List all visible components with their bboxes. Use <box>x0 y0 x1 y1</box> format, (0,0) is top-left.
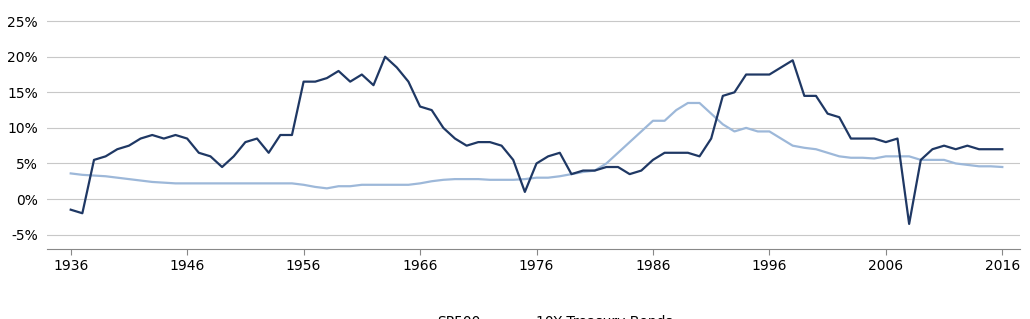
10Y Treasury Bonds <box>588 169 600 173</box>
SP500 <box>903 222 916 226</box>
10Y Treasury Bonds <box>65 172 77 175</box>
SP500 <box>379 55 391 59</box>
Line: SP500: SP500 <box>71 57 1002 224</box>
10Y Treasury Bonds <box>891 154 903 158</box>
SP500 <box>763 73 776 77</box>
SP500 <box>833 115 846 119</box>
Legend: SP500, 10Y Treasury Bonds: SP500, 10Y Treasury Bonds <box>389 309 678 319</box>
10Y Treasury Bonds <box>845 156 857 160</box>
SP500 <box>65 208 77 211</box>
SP500 <box>880 140 892 144</box>
SP500 <box>658 151 671 155</box>
10Y Treasury Bonds <box>658 119 671 123</box>
10Y Treasury Bonds <box>775 137 787 140</box>
SP500 <box>926 147 938 151</box>
10Y Treasury Bonds <box>996 165 1008 169</box>
SP500 <box>588 169 600 173</box>
10Y Treasury Bonds <box>320 186 333 190</box>
SP500 <box>996 147 1008 151</box>
10Y Treasury Bonds <box>926 158 938 162</box>
Line: 10Y Treasury Bonds: 10Y Treasury Bonds <box>71 103 1002 188</box>
10Y Treasury Bonds <box>682 101 694 105</box>
